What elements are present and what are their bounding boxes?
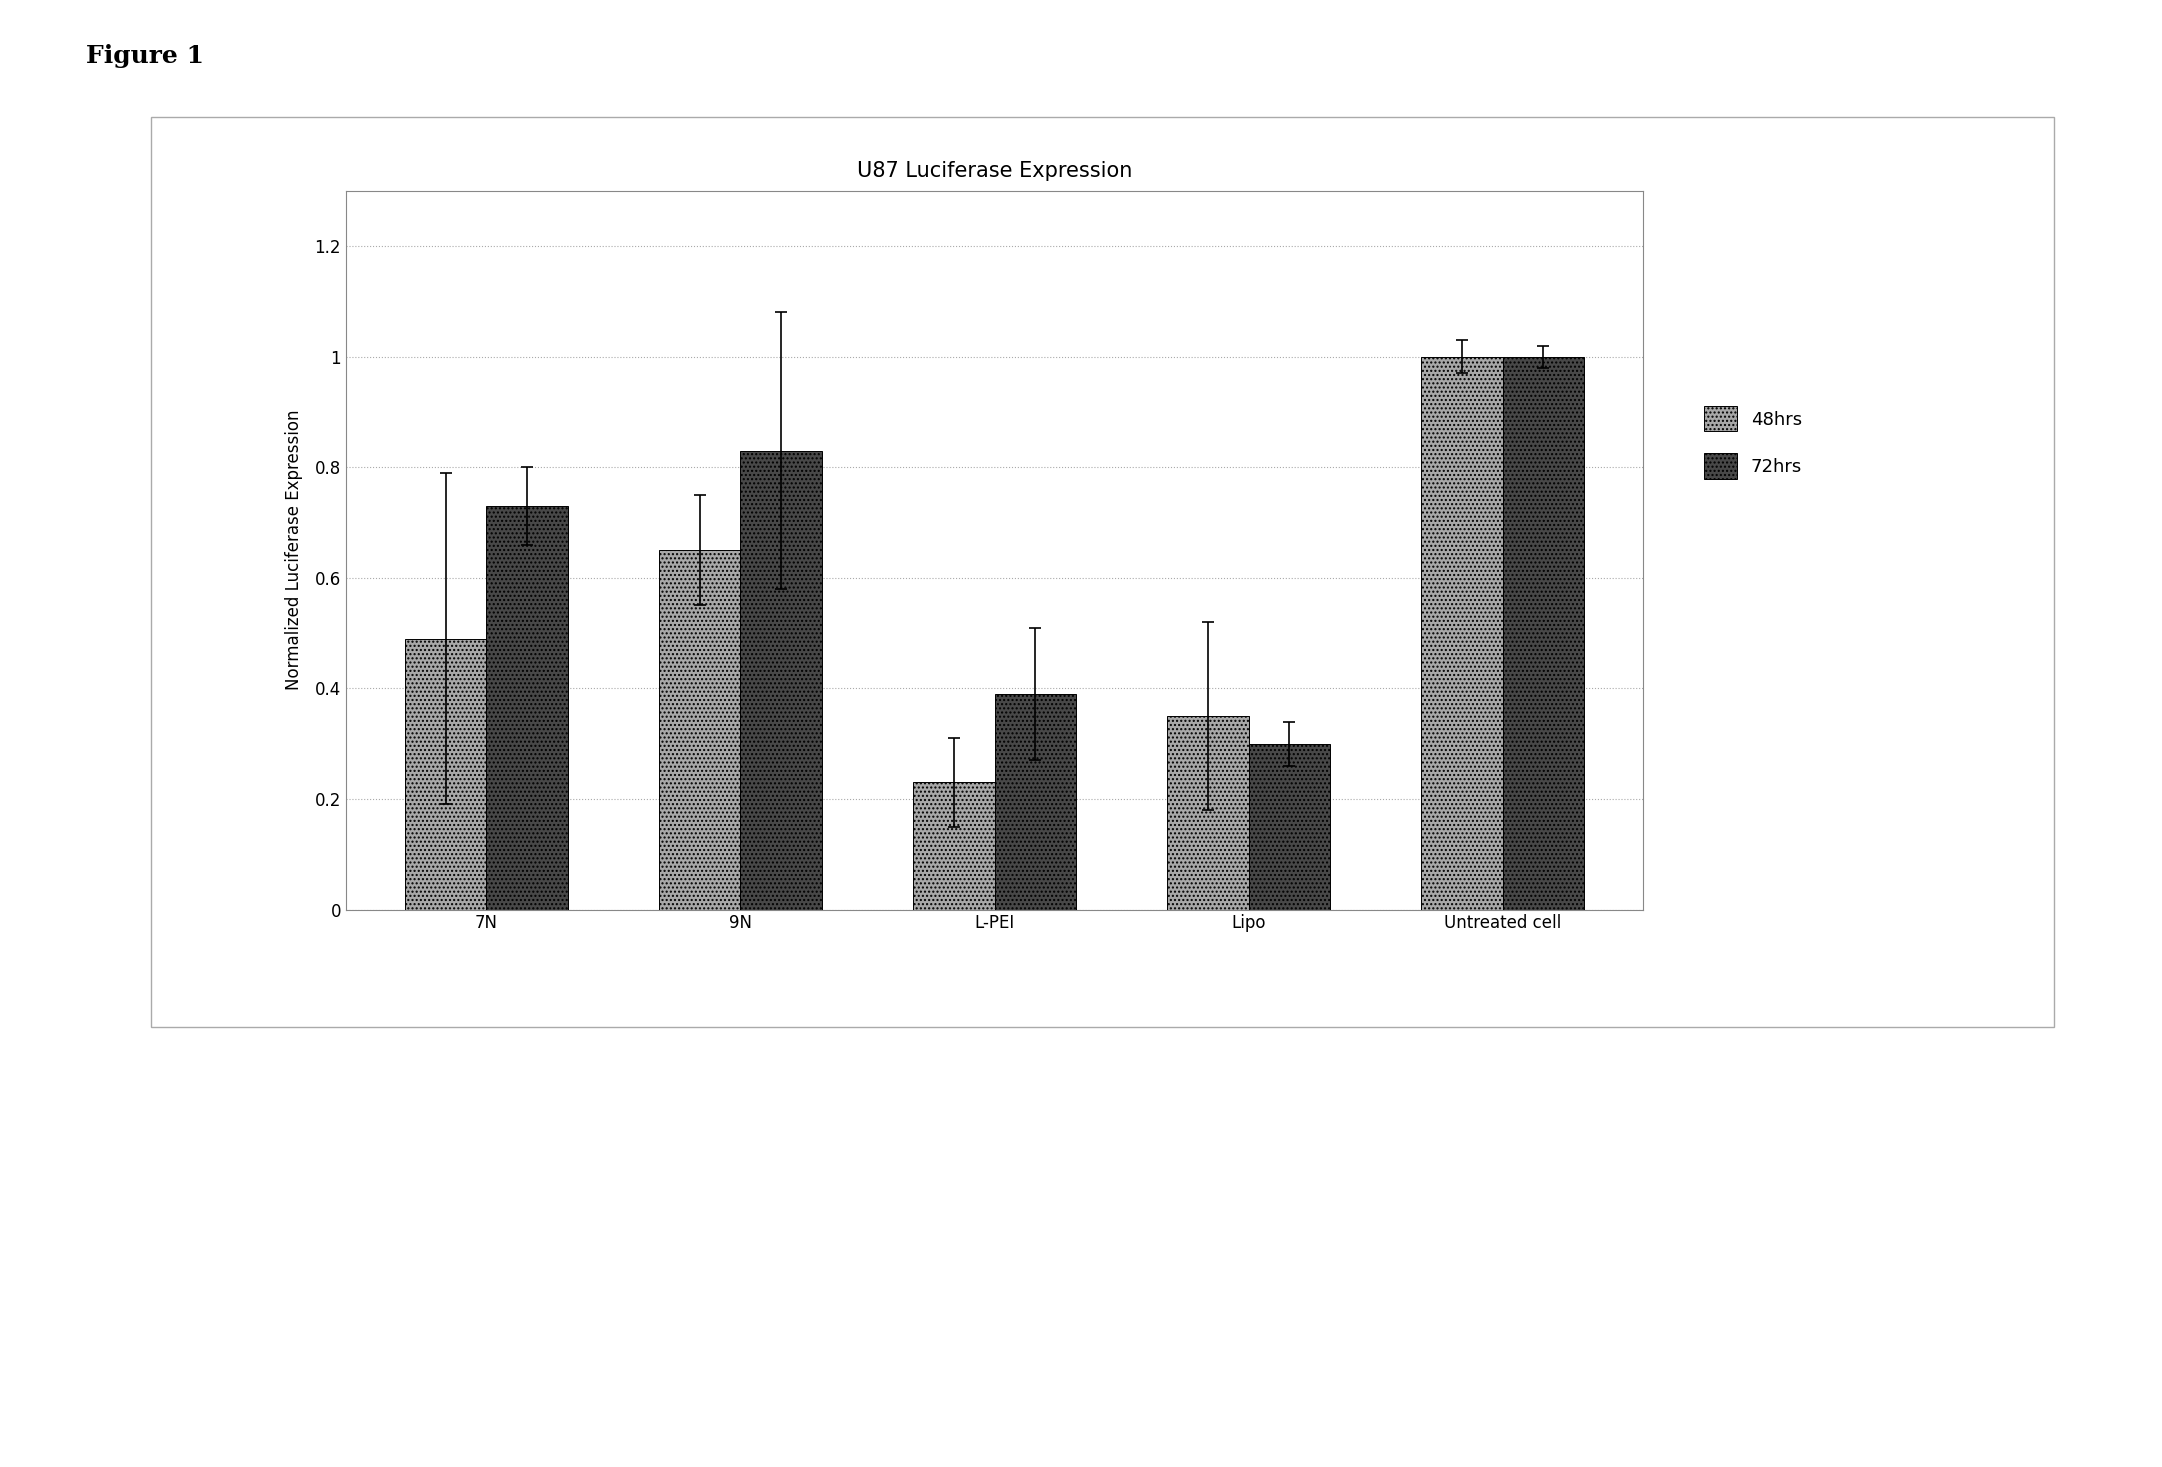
Bar [1250,744,1330,910]
Bar [739,450,822,910]
Bar [1503,356,1585,910]
Bar [1167,716,1250,910]
Title: U87 Luciferase Expression: U87 Luciferase Expression [856,161,1133,180]
Y-axis label: Normalized Luciferase Expression: Normalized Luciferase Expression [285,409,303,691]
Bar [912,782,995,910]
Bar [1420,356,1503,910]
Bar [995,694,1077,910]
Bar [486,506,569,910]
Text: Figure 1: Figure 1 [86,44,205,67]
Bar [659,550,739,910]
Legend: 48hrs, 72hrs: 48hrs, 72hrs [1704,406,1803,478]
Bar [404,638,486,910]
